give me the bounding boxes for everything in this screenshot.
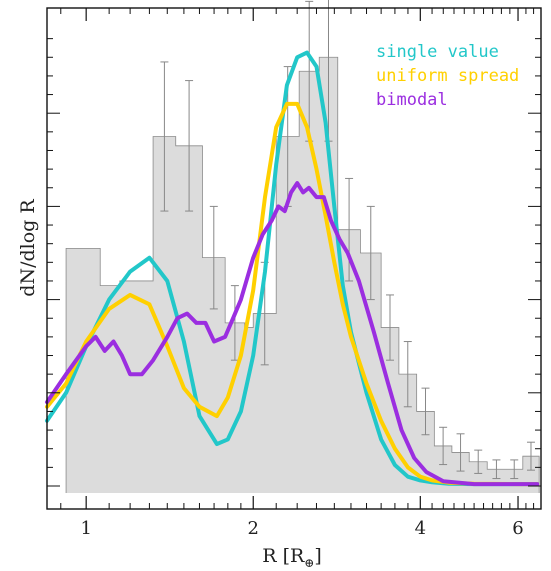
histogram-bar-2	[120, 281, 153, 493]
errorbar-14	[386, 294, 395, 361]
x-tick-label-1: 1	[80, 518, 91, 539]
errorbar-22	[526, 441, 535, 471]
x-tick-labels: 1 2 4 6	[80, 518, 523, 539]
y-axis-title: dN/dlog R	[17, 199, 39, 297]
legend-entry-uniform-spread: uniform spread	[376, 66, 519, 86]
errorbar-21	[510, 459, 519, 480]
histogram-outline	[65, 56, 540, 493]
errorbar-12	[345, 177, 354, 282]
series-line-bimodal	[45, 181, 540, 487]
errorbar-13	[366, 205, 375, 301]
errorbar-17	[439, 426, 448, 466]
errorbar-4	[185, 80, 194, 212]
legend-entry-single-value: single value	[376, 42, 499, 62]
x-axis-title: R [R⊕]	[262, 545, 322, 570]
histogram-layer	[65, 56, 540, 493]
errorbar-18	[456, 433, 465, 472]
errorbar-3	[160, 61, 169, 212]
series-line-single-value	[45, 50, 540, 487]
plot-frame	[46, 7, 542, 510]
series-line-uniform-spread	[45, 101, 540, 487]
legend: single value uniform spread bimodal	[376, 42, 519, 110]
errorbar-5	[209, 205, 218, 310]
axis-ticks	[47, 8, 541, 509]
errorbar-16	[421, 387, 430, 436]
errorbar-20	[492, 459, 501, 480]
x-tick-label-4: 4	[415, 518, 426, 539]
legend-entry-bimodal: bimodal	[376, 90, 448, 110]
model-lines-layer	[45, 50, 540, 487]
x-tick-label-2: 2	[248, 518, 259, 539]
x-tick-label-6: 6	[512, 518, 523, 539]
errorbar-19	[474, 449, 483, 474]
errorbar-15	[403, 341, 412, 408]
